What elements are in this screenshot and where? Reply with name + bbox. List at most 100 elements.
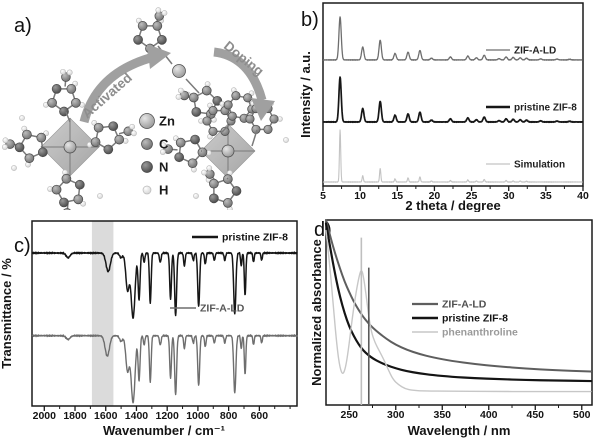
atom-C xyxy=(187,158,198,169)
atom-H xyxy=(60,68,66,75)
x-tick-label: 250 xyxy=(340,409,358,421)
atom-C xyxy=(208,106,218,116)
highlight-band xyxy=(91,221,114,406)
legend-label: ZIF-A-LD xyxy=(442,299,487,311)
atom-methyl-C xyxy=(5,139,15,149)
atom-N xyxy=(51,84,62,94)
atom-N xyxy=(174,152,185,163)
x-tick-label: 450 xyxy=(527,409,545,421)
y-axis-title: Transmittance / % xyxy=(0,258,14,369)
atom-C xyxy=(175,137,186,148)
xrd-chart: b) 5 10 15 20 25 30 35 40 2 theta / degree Intens… xyxy=(300,2,589,212)
x-tick-label: 2000 xyxy=(33,410,57,422)
activated-arrow-shaft xyxy=(79,53,152,124)
atom-C xyxy=(209,178,219,189)
atom-H xyxy=(66,69,73,76)
atom-H xyxy=(97,193,103,199)
bond xyxy=(221,125,229,133)
atom-C xyxy=(47,98,57,108)
legend-label: pristine ZIF-8 xyxy=(222,232,288,244)
atom-C xyxy=(73,194,84,205)
atom-C xyxy=(220,126,230,136)
legend-label: Simulation xyxy=(514,160,565,171)
xrd-plot-area: 5 10 15 20 25 30 35 40 2 theta / degree Intensity… xyxy=(300,2,589,212)
legend-atom-N-icon xyxy=(141,161,153,173)
atom-H xyxy=(11,165,17,171)
x-axis-title: 2 theta / degree xyxy=(405,198,500,212)
x-tick-label: 350 xyxy=(433,409,451,421)
atom-H xyxy=(175,94,182,100)
atom-H xyxy=(131,130,137,137)
panel-c-label: c) xyxy=(14,235,31,257)
atom-C xyxy=(93,122,104,133)
atom-Zn-center xyxy=(63,140,77,154)
legend-atom-H-icon xyxy=(142,185,152,195)
series-Simulation xyxy=(322,129,583,183)
ftir-chart: c) 2000 1800 1600 1400 1200 1000 800 600 Wavenum… xyxy=(0,220,298,438)
atom-H xyxy=(155,7,162,14)
x-tick-label: 20 xyxy=(429,190,441,202)
x-tick-label: 25 xyxy=(466,190,478,202)
atom-H xyxy=(206,165,213,172)
atom-H xyxy=(19,115,25,121)
atom-C xyxy=(263,124,273,134)
x-tick-label: 600 xyxy=(251,410,269,422)
doping-arrow-shaft xyxy=(213,47,267,102)
legend-label: pristine ZIF-8 xyxy=(514,103,577,114)
atom-C xyxy=(66,84,77,94)
atom-C xyxy=(243,93,253,103)
atom-Zn-free xyxy=(172,64,186,78)
x-tick-label: 800 xyxy=(220,410,238,422)
series-pristine ZIF-8 xyxy=(324,222,593,383)
atom-C xyxy=(71,98,81,108)
atom-C xyxy=(24,153,35,164)
atom-N xyxy=(190,134,200,145)
atom-H xyxy=(193,193,199,199)
atom-C xyxy=(197,147,208,158)
plot-frame xyxy=(325,219,593,406)
series-ZIF-A-LD xyxy=(325,219,593,373)
atom-C xyxy=(227,111,237,121)
plot-frame xyxy=(31,220,298,407)
x-tick-label: 30 xyxy=(503,190,515,202)
x-tick-label: 10 xyxy=(354,190,366,202)
atom-methyl-C xyxy=(205,169,215,179)
atom-C xyxy=(61,173,72,184)
bond xyxy=(251,129,258,147)
legend-label: ZIF-A-LD xyxy=(200,303,245,315)
panel-a: a) Activated Doping Zn C N H xyxy=(0,0,300,210)
legend-atom-H-label: H xyxy=(159,183,168,198)
series-ZIF-A-LD xyxy=(31,334,298,404)
series-pristine ZIF-8 xyxy=(31,251,298,320)
activated-arrow-head xyxy=(147,44,171,69)
atom-Zn-center xyxy=(221,144,235,158)
legend-label: phenanthroline xyxy=(442,327,518,339)
legend-atom-C-label: C xyxy=(159,137,169,152)
x-tick-label: 1600 xyxy=(94,410,118,422)
bond xyxy=(226,177,229,180)
x-tick-label: 1000 xyxy=(186,410,210,422)
bond xyxy=(68,175,71,180)
atom-C xyxy=(223,198,233,208)
bond xyxy=(97,141,100,148)
bond xyxy=(65,111,71,123)
legend-label: pristine ZIF-8 xyxy=(442,313,508,325)
atom-C xyxy=(202,116,212,126)
atom-C xyxy=(188,92,199,103)
atom-N xyxy=(37,147,48,158)
atom-methyl-C xyxy=(61,72,71,82)
series-phenanthroline xyxy=(325,229,592,393)
uvvis-plot-area: 250 300 350 400 450 500 Wavelength / nm Normali… xyxy=(312,219,593,438)
atom-H xyxy=(283,137,289,143)
bond xyxy=(40,145,44,148)
x-axis-title: Wavelength / nm xyxy=(408,423,511,438)
atom-N xyxy=(59,197,69,208)
x-tick-label: 5 xyxy=(320,190,326,202)
atom-C xyxy=(231,91,241,101)
molecule-art xyxy=(1,7,289,210)
legend-atom-Zn-icon xyxy=(139,113,155,129)
legend-atom-C-icon xyxy=(141,138,153,150)
atom-H xyxy=(159,149,166,155)
atom-H xyxy=(160,142,167,149)
